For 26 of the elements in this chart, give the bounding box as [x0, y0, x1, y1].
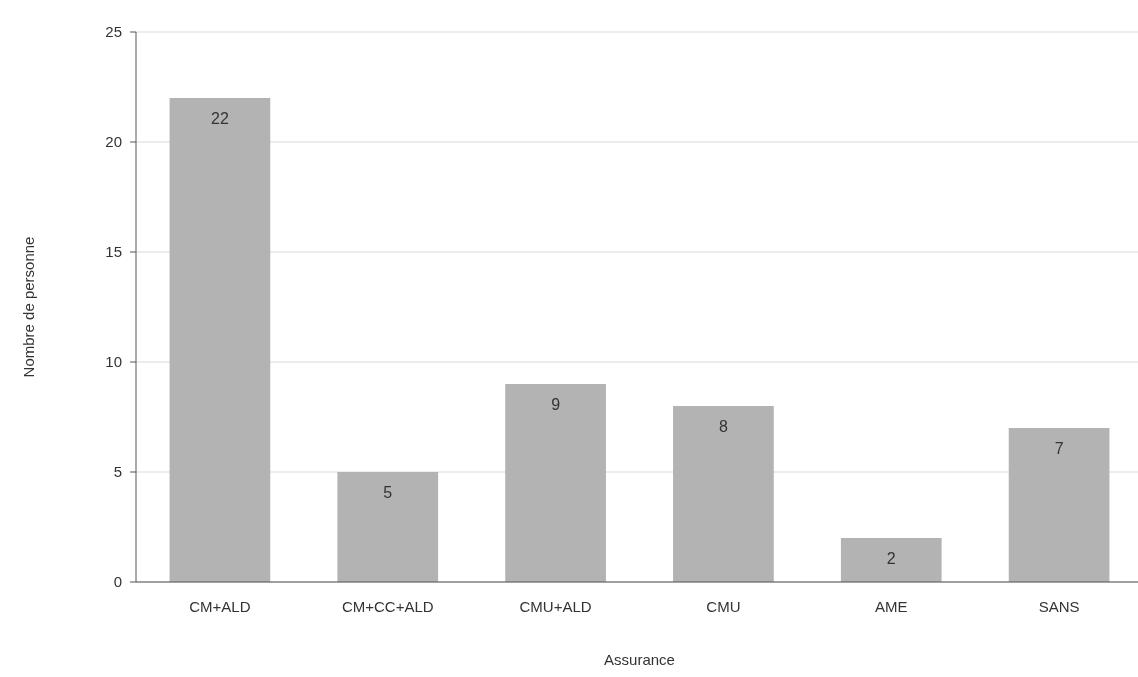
bar [673, 406, 774, 582]
y-axis-title: Nombre de personne [20, 236, 37, 378]
x-tick-label: AME [874, 598, 908, 615]
y-tick-label: 10 [105, 353, 122, 370]
x-tick-label: CM+CC+ALD [341, 598, 434, 615]
data-label: 2 [886, 550, 896, 567]
data-label: 22 [211, 110, 229, 127]
data-label: 9 [551, 396, 561, 413]
x-tick-label: CMU+ALD [519, 598, 592, 615]
data-label: 5 [383, 484, 393, 501]
x-tick-label: CM+ALD [189, 598, 251, 615]
bar [505, 384, 606, 582]
bar [840, 538, 942, 582]
y-tick-label: 15 [105, 243, 122, 260]
y-tick-label: 25 [105, 23, 122, 40]
x-tick-label: CMU [706, 598, 741, 615]
bar [1008, 428, 1110, 582]
data-label: 8 [718, 418, 728, 435]
bar [169, 98, 271, 582]
x-axis-title: Assurance [604, 651, 675, 668]
x-tick-label: SANS [1038, 598, 1080, 615]
bar [337, 472, 439, 582]
y-tick-label: 5 [113, 463, 122, 480]
y-tick-label: 0 [113, 573, 122, 590]
data-label: 7 [1054, 440, 1064, 457]
y-tick-label: 20 [105, 133, 122, 150]
